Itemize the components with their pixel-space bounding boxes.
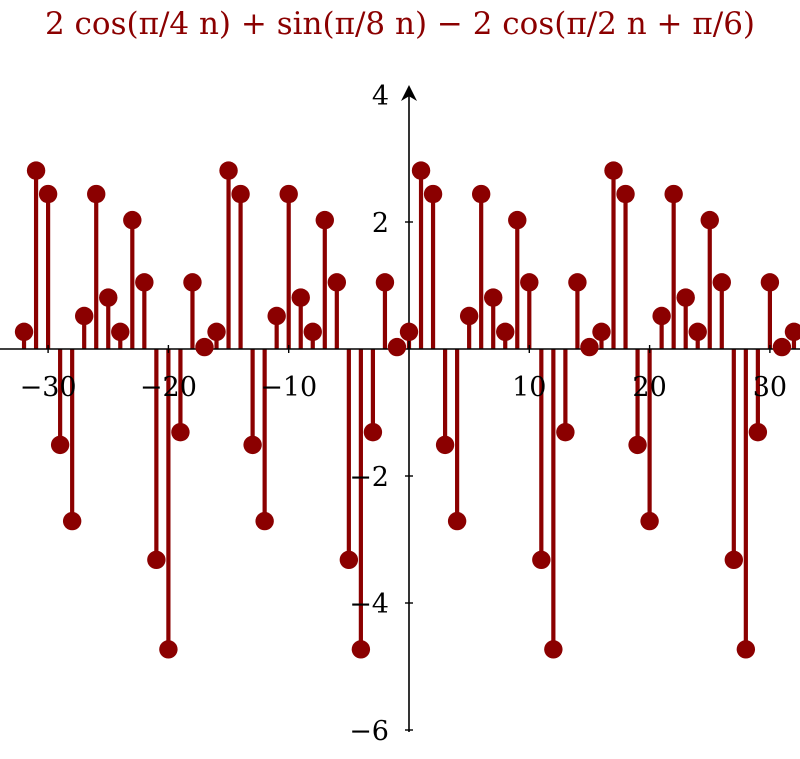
stem-marker (760, 273, 780, 292)
stem-marker (520, 273, 539, 292)
stems-layer (21, 170, 797, 650)
stem-marker (676, 288, 695, 307)
x-tick-label: 10 (512, 372, 546, 403)
stem-marker (38, 184, 58, 204)
stem-marker (87, 184, 106, 204)
stem-marker (303, 322, 322, 342)
stem-marker (652, 306, 671, 326)
stem-marker (484, 288, 503, 307)
stem-marker (195, 337, 214, 357)
stem-marker (580, 337, 599, 357)
stem-marker (700, 210, 719, 230)
stem-marker (508, 210, 527, 230)
stem-marker (748, 422, 768, 442)
stem-marker (411, 161, 431, 180)
stem-marker (736, 640, 756, 659)
y-tick-label: −4 (349, 589, 389, 620)
x-tick-label: 30 (753, 372, 787, 403)
stem-marker (351, 640, 371, 659)
stem-marker (291, 288, 310, 307)
stem-marker (688, 322, 707, 342)
stem-marker (604, 161, 623, 180)
stem-marker (50, 435, 70, 455)
y-tick-label: −6 (349, 716, 389, 747)
stem-marker (279, 184, 298, 204)
stem-marker (435, 435, 455, 455)
stem-marker (26, 161, 46, 180)
stem-marker (159, 640, 178, 659)
stem-marker (772, 337, 792, 357)
y-tick-label: −2 (349, 462, 389, 493)
stem-marker (712, 273, 731, 292)
stem-marker (556, 422, 575, 442)
stem-marker (375, 273, 395, 292)
stem-marker (664, 184, 683, 204)
stem-marker (111, 322, 130, 342)
stem-marker (616, 184, 635, 204)
stem-marker (784, 322, 800, 342)
stem-marker (423, 184, 443, 204)
stem-marker (183, 273, 202, 292)
stem-marker (471, 184, 491, 204)
stem-marker (532, 550, 551, 570)
chart-title: 2 cos(π/4 n) + sin(π/8 n) − 2 cos(π/2 n … (44, 6, 756, 42)
stem-marker (207, 322, 226, 342)
stem-marker (74, 306, 94, 326)
stem-marker (219, 161, 238, 180)
stem-marker (255, 511, 274, 531)
markers-layer (14, 161, 800, 659)
stem-marker (496, 322, 515, 342)
stem-marker (724, 550, 744, 570)
stem-marker (171, 422, 190, 442)
stem-marker (544, 640, 563, 659)
stem-marker (592, 322, 611, 342)
y-tick-label: 2 (372, 208, 389, 239)
stem-marker (568, 273, 587, 292)
stem-marker (135, 273, 154, 292)
stem-marker (267, 306, 286, 326)
x-tick-label: −30 (20, 372, 77, 403)
stem-marker (327, 273, 347, 292)
stem-marker (628, 435, 647, 455)
stem-marker (243, 435, 262, 455)
stem-marker (363, 422, 383, 442)
stem-marker (231, 184, 250, 204)
x-tick-label: −20 (140, 372, 197, 403)
stem-marker (640, 511, 659, 531)
stem-marker (14, 322, 34, 342)
stem-marker (447, 511, 467, 531)
stem-marker (123, 210, 142, 230)
x-tick-label: 20 (632, 372, 666, 403)
x-tick-label: −10 (260, 372, 317, 403)
y-tick-label: 4 (372, 81, 389, 112)
stem-marker (399, 322, 419, 342)
stem-marker (62, 511, 82, 531)
stem-marker (339, 550, 359, 570)
stem-marker (99, 288, 118, 307)
stem-marker (147, 550, 166, 570)
stem-marker (387, 337, 407, 357)
stem-marker (459, 306, 479, 326)
ticks-layer: −30 −20 −10 10 20 30 −6 −4 −2 2 4 (20, 81, 787, 747)
stem-marker (315, 210, 334, 230)
